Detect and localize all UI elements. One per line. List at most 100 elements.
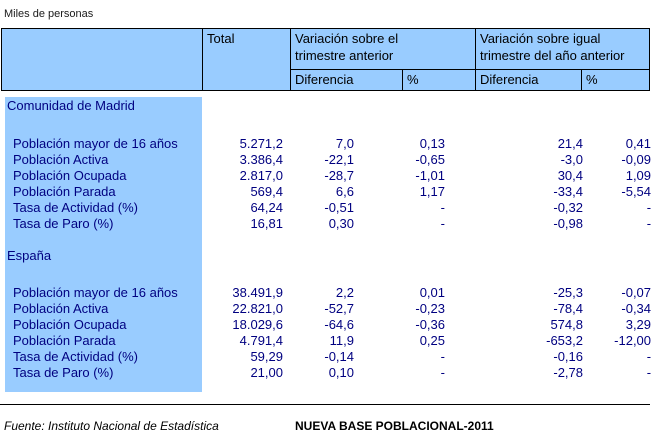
cell-diff-prev-quarter: -0,14 <box>324 349 354 364</box>
cell-pct-prev-year: 1,09 <box>625 168 652 183</box>
spacer-row <box>1 264 653 285</box>
cell-pct-prev-quarter: - <box>440 365 445 380</box>
cell-total: 4.791,4 <box>239 333 283 348</box>
cell-diff-prev-quarter: -28,7 <box>324 168 354 183</box>
spacer-row <box>1 232 653 247</box>
cell-diff-prev-year: -3,0 <box>560 152 583 167</box>
table-row: Población Ocupada 18.029,6 -64,6 -0,36 5… <box>1 317 653 333</box>
row-label: Población Activa <box>13 152 109 167</box>
header-empty-cell <box>1 28 203 91</box>
cell-diff-prev-year: -33,4 <box>553 184 583 199</box>
row-label: Tasa de Actividad (%) <box>13 349 139 364</box>
cell-diff-prev-quarter: 11,9 <box>329 333 354 348</box>
cell-total: 38.491,9 <box>232 285 283 300</box>
header-diferencia-1: Diferencia <box>290 69 403 91</box>
table-row: Tasa de Actividad (%) 64,24 -0,51 - -0,3… <box>1 200 653 216</box>
cell-diff-prev-year: 574,8 <box>550 317 583 332</box>
cell-pct-prev-quarter: - <box>440 216 445 231</box>
cell-pct-prev-quarter: 0,01 <box>419 285 445 300</box>
cell-diff-prev-year: -0,98 <box>553 216 583 231</box>
row-label: Población mayor de 16 años <box>13 285 178 300</box>
row-label: Población Parada <box>13 333 116 348</box>
table-row: Población Parada 4.791,4 11,9 0,25 -653,… <box>1 333 653 349</box>
cell-total: 21,00 <box>250 365 283 380</box>
row-label: Población mayor de 16 años <box>13 136 178 151</box>
cell-pct-prev-year: -12,00 <box>614 333 652 348</box>
cell-pct-prev-quarter: -1,01 <box>415 168 445 183</box>
table-row: Tasa de Paro (%) 16,81 0,30 - -0,98 - <box>1 216 653 232</box>
cell-pct-prev-year: - <box>646 349 652 364</box>
header-pct-1: % <box>402 69 476 91</box>
header-total: Total <box>202 28 291 91</box>
cell-total: 569,4 <box>250 184 283 199</box>
cell-total: 16,81 <box>250 216 283 231</box>
row-label: Población Ocupada <box>13 168 127 183</box>
cell-pct-prev-year: - <box>646 200 652 215</box>
section-title-row: Comunidad de Madrid <box>1 97 653 114</box>
table-row: Población mayor de 16 años 5.271,2 7,0 0… <box>1 136 653 152</box>
cell-pct-prev-quarter: - <box>440 349 445 364</box>
cell-diff-prev-year: 30,4 <box>557 168 583 183</box>
header-row-groups: Total Variación sobre el trimestre anter… <box>1 28 651 91</box>
cell-diff-prev-quarter: 2,2 <box>335 285 354 300</box>
section-title-madrid: Comunidad de Madrid <box>7 97 135 113</box>
table-header: Total Variación sobre el trimestre anter… <box>1 28 651 91</box>
section-title-espana: España <box>7 247 52 263</box>
cell-pct-prev-year: 3,29 <box>625 317 652 332</box>
source-text: Fuente: Instituto Nacional de Estadístic… <box>4 419 219 433</box>
cell-pct-prev-year: - <box>646 365 652 380</box>
cell-pct-prev-quarter: -0,36 <box>415 317 445 332</box>
row-label: Población Activa <box>13 301 109 316</box>
row-label-highlight-band <box>5 97 202 392</box>
section-title-row: España <box>1 247 653 264</box>
row-label: Tasa de Paro (%) <box>13 365 114 380</box>
units-label: Miles de personas <box>4 8 94 20</box>
table-row: Población Activa 22.821,0 -52,7 -0,23 -7… <box>1 301 653 317</box>
cell-total: 2.817,0 <box>239 168 283 183</box>
cell-diff-prev-quarter: 7,0 <box>335 136 354 151</box>
cell-diff-prev-year: -25,3 <box>553 285 583 300</box>
cell-total: 5.271,2 <box>239 136 283 151</box>
header-group-prev-year: Variación sobre igual trimestre del año … <box>474 28 651 70</box>
cell-pct-prev-quarter: -0,23 <box>415 301 445 316</box>
cell-diff-prev-quarter: 0,30 <box>328 216 354 231</box>
data-table: Comunidad de Madrid Población mayor de 1… <box>1 97 653 381</box>
cell-diff-prev-year: -0,16 <box>553 349 583 364</box>
table-row: Población mayor de 16 años 38.491,9 2,2 … <box>1 285 653 301</box>
row-label: Población Ocupada <box>13 317 127 332</box>
cell-pct-prev-quarter: 1,17 <box>419 184 445 199</box>
base-note: NUEVA BASE POBLACIONAL-2011 <box>295 419 494 433</box>
cell-pct-prev-year: -0,07 <box>621 285 652 300</box>
cell-pct-prev-quarter: - <box>440 200 445 215</box>
cell-diff-prev-year: -2,78 <box>553 365 583 380</box>
spacer-row <box>1 114 653 136</box>
footer-divider <box>0 404 650 405</box>
table-row: Población Parada 569,4 6,6 1,17 -33,4 -5… <box>1 184 653 200</box>
header-diferencia-2: Diferencia <box>475 69 582 91</box>
cell-pct-prev-year: -0,34 <box>621 301 652 316</box>
cell-pct-prev-year: -0,09 <box>621 152 652 167</box>
cell-total: 3.386,4 <box>239 152 283 167</box>
cell-diff-prev-quarter: -52,7 <box>324 301 354 316</box>
header-row-sub: Diferencia % Diferencia % <box>2 69 651 91</box>
cell-diff-prev-quarter: -22,1 <box>324 152 354 167</box>
cell-diff-prev-quarter: 6,6 <box>335 184 354 199</box>
cell-total: 64,24 <box>250 200 283 215</box>
table-row: Población Activa 3.386,4 -22,1 -0,65 -3,… <box>1 152 653 168</box>
cell-total: 59,29 <box>250 349 283 364</box>
cell-pct-prev-year: -5,54 <box>621 184 652 199</box>
cell-pct-prev-quarter: 0,13 <box>419 136 445 151</box>
table-row: Tasa de Actividad (%) 59,29 -0,14 - -0,1… <box>1 349 653 365</box>
cell-total: 22.821,0 <box>232 301 283 316</box>
cell-diff-prev-quarter: -0,51 <box>324 200 354 215</box>
header-group-prev-quarter: Variación sobre el trimestre anterior <box>290 28 476 70</box>
table-row: Población Ocupada 2.817,0 -28,7 -1,01 30… <box>1 168 653 184</box>
cell-diff-prev-year: -78,4 <box>553 301 583 316</box>
cell-diff-prev-quarter: 0,10 <box>328 365 354 380</box>
cell-diff-prev-year: -653,2 <box>546 333 583 348</box>
cell-pct-prev-quarter: 0,25 <box>419 333 445 348</box>
row-label: Tasa de Actividad (%) <box>13 200 139 215</box>
cell-pct-prev-year: - <box>646 216 652 231</box>
cell-pct-prev-quarter: -0,65 <box>415 152 445 167</box>
row-label: Población Parada <box>13 184 116 199</box>
